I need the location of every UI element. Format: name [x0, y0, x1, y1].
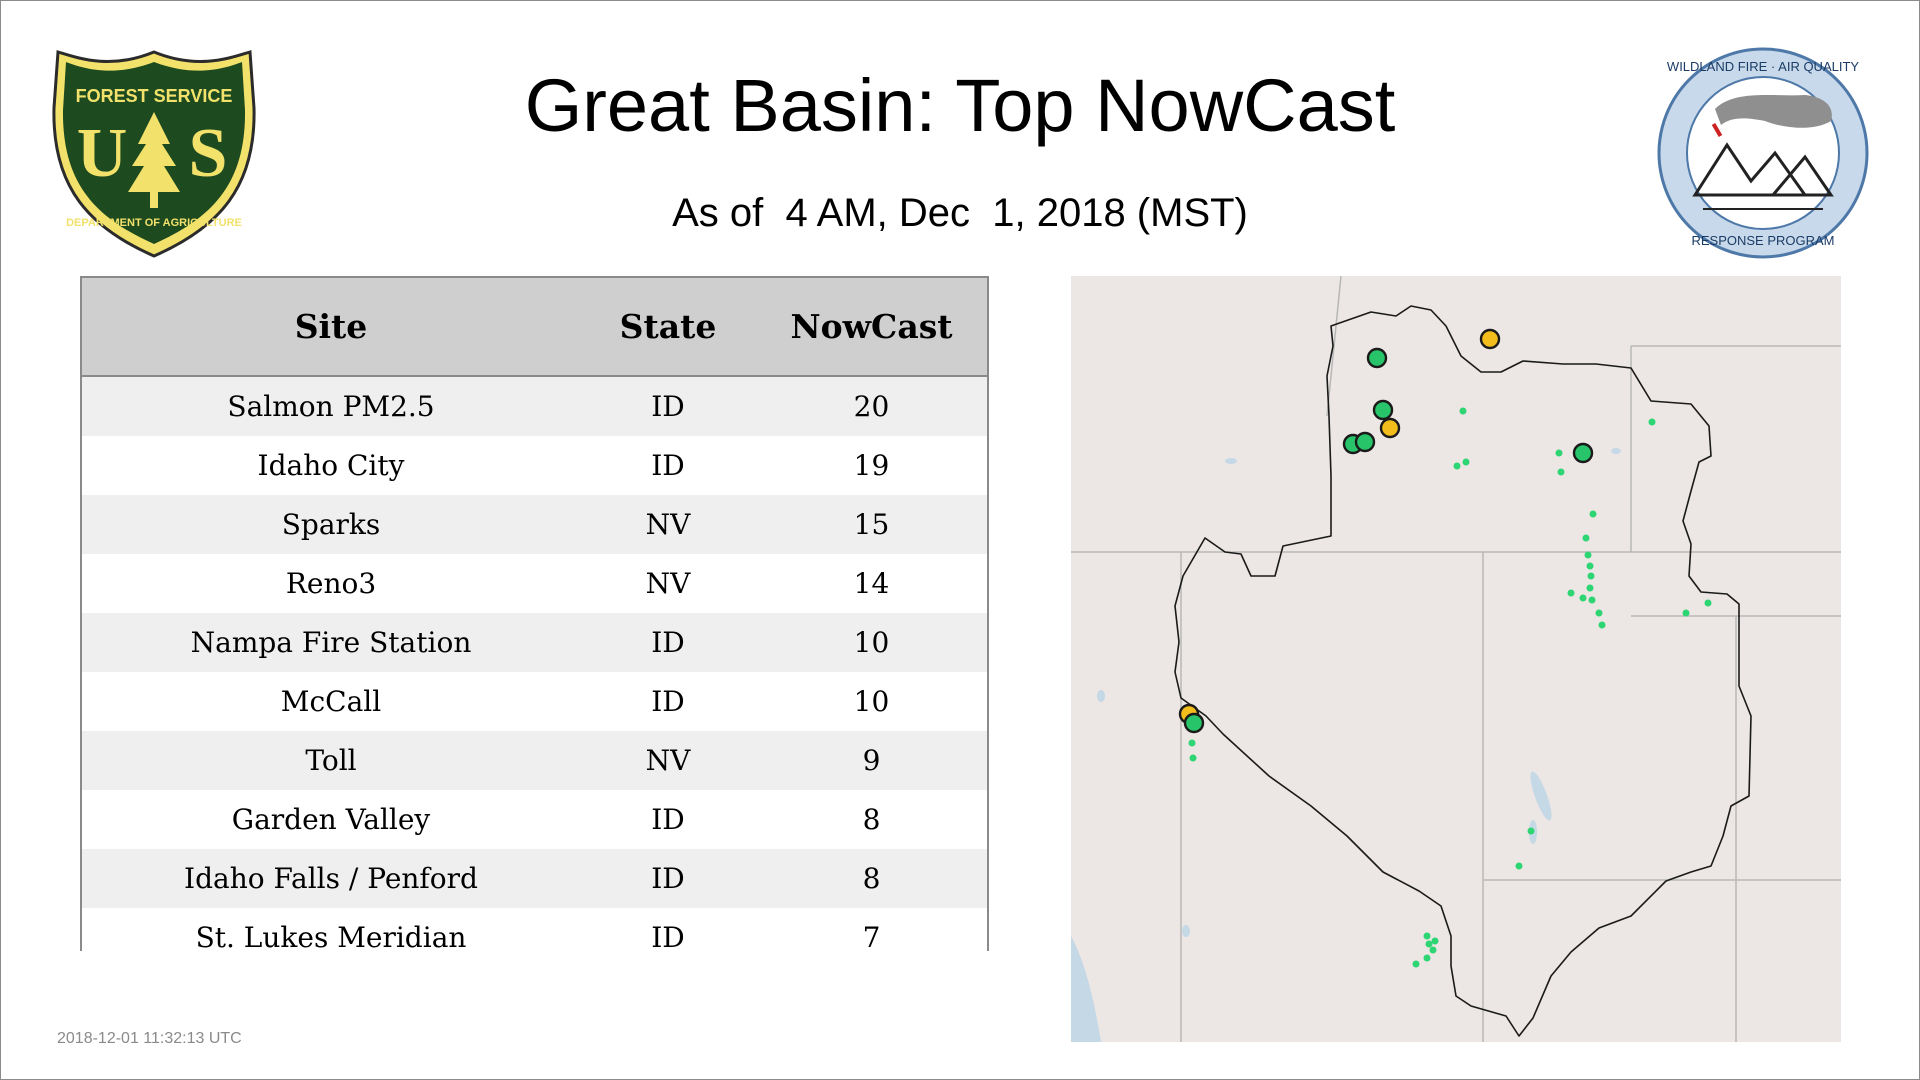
column-header-nowcast: NowCast	[756, 278, 987, 377]
cell-nowcast: 19	[756, 436, 987, 495]
cell-site: Garden Valley	[82, 790, 580, 849]
svg-text:WILDLAND FIRE · AIR QUALITY: WILDLAND FIRE · AIR QUALITY	[1667, 59, 1859, 74]
cell-site: McCall	[82, 672, 580, 731]
table-row: St. Lukes Meridian ID 7	[82, 908, 987, 967]
state-lines	[1071, 276, 1841, 1042]
cell-nowcast: 8	[756, 790, 987, 849]
svg-text:RESPONSE PROGRAM: RESPONSE PROGRAM	[1691, 233, 1834, 248]
table-row: Salmon PM2.5 ID 20	[82, 376, 987, 436]
lake	[1182, 925, 1190, 937]
cell-site: Sparks	[82, 495, 580, 554]
cell-nowcast: 9	[756, 731, 987, 790]
cell-state: NV	[580, 495, 756, 554]
table-row: McCall ID 10	[82, 672, 987, 731]
page-subtitle: As of 4 AM, Dec 1, 2018 (MST)	[672, 191, 1248, 235]
lake	[1611, 448, 1621, 454]
svg-text:FOREST SERVICE: FOREST SERVICE	[76, 86, 233, 106]
forest-service-shield-icon: FOREST SERVICE U S DEPARTMENT OF AGRICUL…	[52, 50, 256, 258]
table-row: Nampa Fire Station ID 10	[82, 613, 987, 672]
cell-site: Nampa Fire Station	[82, 613, 580, 672]
cell-site: Idaho Falls / Penford	[82, 849, 580, 908]
svg-text:DEPARTMENT OF AGRICULTURE: DEPARTMENT OF AGRICULTURE	[66, 217, 242, 229]
cell-nowcast: 15	[756, 495, 987, 554]
cell-nowcast: 10	[756, 613, 987, 672]
nowcast-site-markers	[1178, 328, 1594, 734]
lake	[1225, 458, 1237, 464]
lake	[1097, 690, 1105, 702]
lake	[1530, 771, 1552, 821]
ocean-water	[1071, 936, 1101, 1042]
column-header-state: State	[580, 278, 756, 377]
cell-state: ID	[580, 849, 756, 908]
table-row: Toll NV 9	[82, 731, 987, 790]
cell-nowcast: 7	[756, 908, 987, 967]
cell-state: ID	[580, 908, 756, 967]
svg-text:U: U	[77, 115, 128, 192]
cell-state: ID	[580, 790, 756, 849]
cell-nowcast: 14	[756, 554, 987, 613]
table-row: Idaho Falls / Penford ID 8	[82, 849, 987, 908]
map-land	[1071, 276, 1841, 1042]
wildland-fire-air-quality-seal-icon: WILDLAND FIRE · AIR QUALITY RESPONSE PRO…	[1657, 47, 1869, 259]
cell-state: ID	[580, 376, 756, 436]
small-monitor-markers	[1188, 407, 1712, 968]
timestamp: 2018-12-01 11:32:13 UTC	[57, 1030, 242, 1047]
table-row: Idaho City ID 19	[82, 436, 987, 495]
cell-nowcast: 20	[756, 376, 987, 436]
table-row: Reno3 NV 14	[82, 554, 987, 613]
nowcast-table: Site State NowCast Salmon PM2.5 ID 20 Id…	[80, 276, 989, 967]
svg-text:S: S	[189, 115, 228, 192]
table-row: Garden Valley ID 8	[82, 790, 987, 849]
cell-site: St. Lukes Meridian	[82, 908, 580, 967]
cell-state: ID	[580, 672, 756, 731]
table-row: Sparks NV 15	[82, 495, 987, 554]
cell-site: Toll	[82, 731, 580, 790]
great-basin-map	[1071, 276, 1841, 1042]
cell-site: Idaho City	[82, 436, 580, 495]
great-basin-boundary	[1174, 305, 1752, 1037]
cell-site: Reno3	[82, 554, 580, 613]
table-header-row: Site State NowCast	[82, 278, 987, 377]
cell-nowcast: 8	[756, 849, 987, 908]
cell-state: NV	[580, 554, 756, 613]
cell-state: ID	[580, 436, 756, 495]
cell-state: NV	[580, 731, 756, 790]
page-title: Great Basin: Top NowCast	[524, 64, 1396, 147]
cell-nowcast: 10	[756, 672, 987, 731]
cell-state: ID	[580, 613, 756, 672]
column-header-site: Site	[82, 278, 580, 377]
cell-site: Salmon PM2.5	[82, 376, 580, 436]
